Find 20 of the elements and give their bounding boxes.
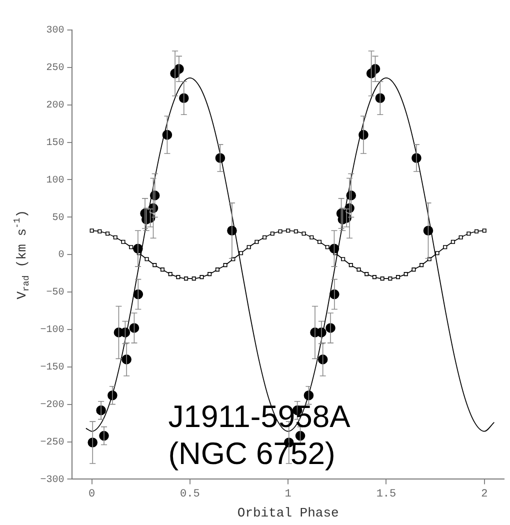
y-axis-title: Vrad (km s-1) bbox=[12, 210, 32, 300]
y-tick-label: 150 bbox=[46, 138, 64, 149]
y-tick-label: −200 bbox=[40, 400, 64, 411]
x-tick-label: 0 bbox=[88, 488, 96, 501]
y-tick-label: 250 bbox=[46, 63, 64, 74]
y-tick-label: −50 bbox=[46, 288, 64, 299]
x-axis-title: Orbital Phase bbox=[237, 506, 339, 521]
y-tick-label: 200 bbox=[46, 100, 64, 112]
y-tick-label: 50 bbox=[52, 212, 64, 224]
y-tick-label: −150 bbox=[40, 362, 64, 374]
y-tick-label: −250 bbox=[40, 437, 64, 448]
y-tick-label: 0 bbox=[58, 250, 64, 262]
x-tick-label: 1.5 bbox=[376, 488, 396, 501]
y-tick-label: −100 bbox=[40, 325, 64, 336]
y-tick-label: −300 bbox=[40, 474, 64, 486]
x-tick-label: 0.5 bbox=[180, 488, 200, 501]
x-tick-label: 1 bbox=[284, 488, 292, 501]
y-tick-label: 100 bbox=[46, 175, 64, 186]
x-tick-label: 2 bbox=[481, 488, 488, 501]
y-tick-label: 300 bbox=[46, 26, 64, 37]
